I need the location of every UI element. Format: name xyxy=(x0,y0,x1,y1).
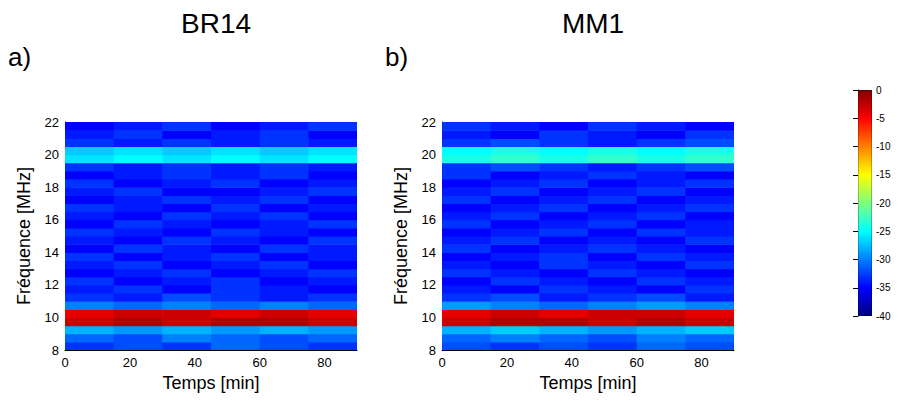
svg-text:-25: -25 xyxy=(876,226,891,237)
svg-text:b): b) xyxy=(385,42,408,72)
svg-text:22: 22 xyxy=(45,115,59,130)
svg-text:-35: -35 xyxy=(876,282,891,293)
svg-text:Temps [min]: Temps [min] xyxy=(162,373,259,393)
svg-text:8: 8 xyxy=(429,343,436,358)
svg-text:0: 0 xyxy=(438,355,445,370)
svg-text:16: 16 xyxy=(45,212,59,227)
svg-text:14: 14 xyxy=(422,245,436,260)
svg-text:Temps [min]: Temps [min] xyxy=(539,373,636,393)
svg-text:14: 14 xyxy=(45,245,59,260)
svg-text:60: 60 xyxy=(629,355,643,370)
svg-text:-20: -20 xyxy=(876,198,891,209)
svg-text:22: 22 xyxy=(422,115,436,130)
svg-text:12: 12 xyxy=(422,277,436,292)
svg-text:0: 0 xyxy=(876,85,882,96)
svg-text:a): a) xyxy=(8,42,31,72)
svg-text:20: 20 xyxy=(422,147,436,162)
svg-text:-30: -30 xyxy=(876,254,891,265)
svg-text:20: 20 xyxy=(45,147,59,162)
svg-text:MM1: MM1 xyxy=(562,8,624,39)
svg-text:8: 8 xyxy=(52,343,59,358)
svg-text:-5: -5 xyxy=(876,113,885,124)
svg-text:18: 18 xyxy=(422,180,436,195)
svg-text:80: 80 xyxy=(694,355,708,370)
svg-text:0: 0 xyxy=(61,355,68,370)
svg-text:16: 16 xyxy=(422,212,436,227)
svg-text:Fréquence [MHz]: Fréquence [MHz] xyxy=(391,167,411,305)
svg-text:20: 20 xyxy=(123,355,137,370)
svg-text:10: 10 xyxy=(45,310,59,325)
svg-text:20: 20 xyxy=(500,355,514,370)
svg-text:40: 40 xyxy=(188,355,202,370)
svg-text:-40: -40 xyxy=(876,311,891,322)
svg-text:40: 40 xyxy=(565,355,579,370)
svg-text:80: 80 xyxy=(317,355,331,370)
svg-text:-10: -10 xyxy=(876,141,891,152)
svg-text:10: 10 xyxy=(422,310,436,325)
svg-text:Fréquence [MHz]: Fréquence [MHz] xyxy=(14,167,34,305)
svg-text:18: 18 xyxy=(45,180,59,195)
svg-text:BR14: BR14 xyxy=(181,8,251,39)
svg-text:60: 60 xyxy=(252,355,266,370)
svg-text:12: 12 xyxy=(45,277,59,292)
svg-text:-15: -15 xyxy=(876,169,891,180)
